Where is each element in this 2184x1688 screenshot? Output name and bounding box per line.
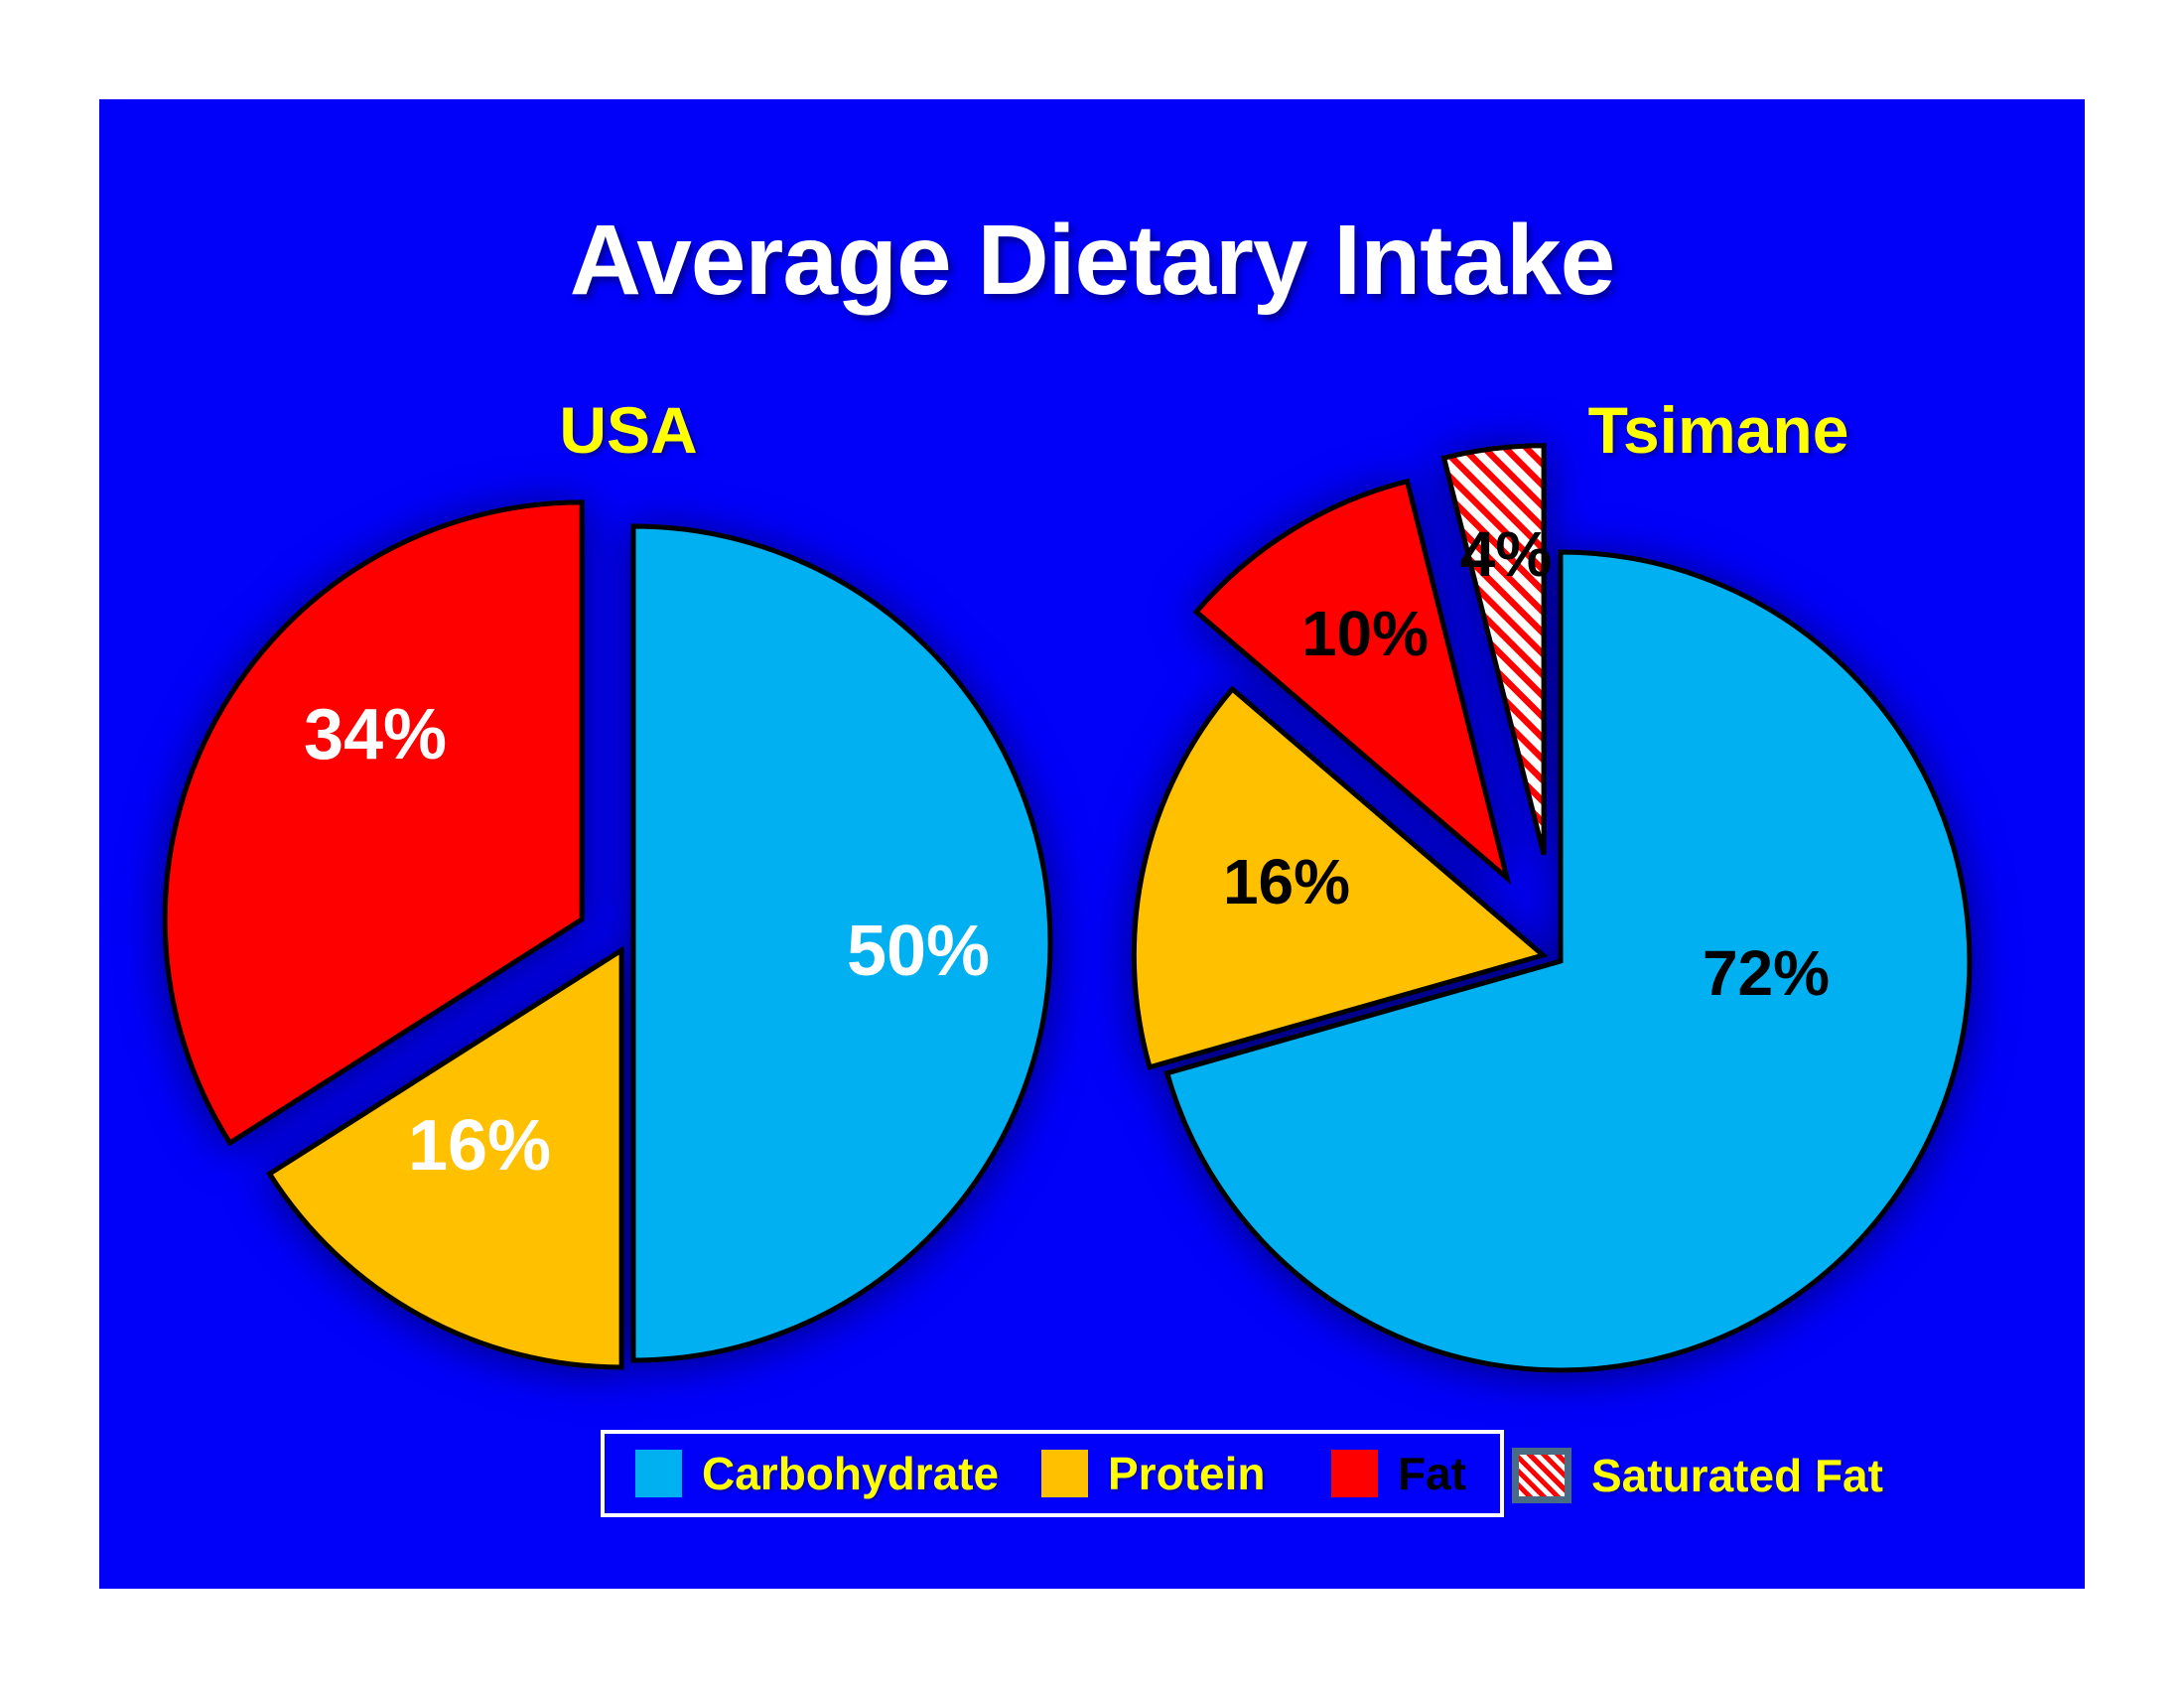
slice-label-usa-fat: 34% [304, 695, 447, 774]
saturated-fat-hatch-swatch-icon [1512, 1448, 1571, 1503]
legend-item-carbohydrate: Carbohydrate [635, 1434, 999, 1513]
slice-usa-carbohydrate [630, 523, 1053, 1363]
slice-label-tsimane-saturated-fat: 4% [1460, 518, 1553, 590]
legend-item-fat: Fat [1331, 1434, 1466, 1513]
legend-item-protein: Protein [1041, 1434, 1265, 1513]
page-title: Average Dietary Intake [569, 205, 1616, 316]
slice-usa-fat [162, 499, 585, 1147]
legend-box: Carbohydrate Protein Fat [601, 1430, 1504, 1517]
slice-label-usa-protein: 16% [408, 1106, 551, 1186]
slice-label-usa-carbohydrate: 50% [847, 912, 990, 991]
slice-tsimane-fat [1192, 478, 1512, 886]
legend-label-protein: Protein [1108, 1448, 1266, 1499]
carbohydrate-swatch-icon [635, 1450, 682, 1497]
legend-item-saturated-fat: Saturated Fat [1512, 1436, 1883, 1515]
slice-tsimane-saturated-fat [1440, 443, 1547, 856]
pie-tsimane: 72% 16% 10% 4% [1131, 443, 1973, 1373]
pie-title-tsimane: Tsimane [1587, 393, 1849, 467]
fat-swatch-icon [1331, 1450, 1378, 1497]
legend-label-carbohydrate: Carbohydrate [702, 1448, 1000, 1499]
legend-label-fat: Fat [1398, 1448, 1466, 1499]
legend-label-saturated-fat: Saturated Fat [1591, 1450, 1883, 1501]
slice-usa-protein [266, 945, 624, 1370]
pie-title-usa: USA [559, 393, 698, 467]
slice-label-tsimane-protein: 16% [1223, 846, 1350, 917]
slice-tsimane-protein [1131, 685, 1549, 1070]
pie-usa: 50% 16% 34% [162, 499, 1053, 1370]
protein-swatch-icon [1041, 1450, 1088, 1497]
slice-label-tsimane-fat: 10% [1301, 598, 1429, 669]
slice-tsimane-carbohydrate [1163, 549, 1973, 1373]
slice-label-tsimane-carbohydrate: 72% [1703, 937, 1830, 1009]
